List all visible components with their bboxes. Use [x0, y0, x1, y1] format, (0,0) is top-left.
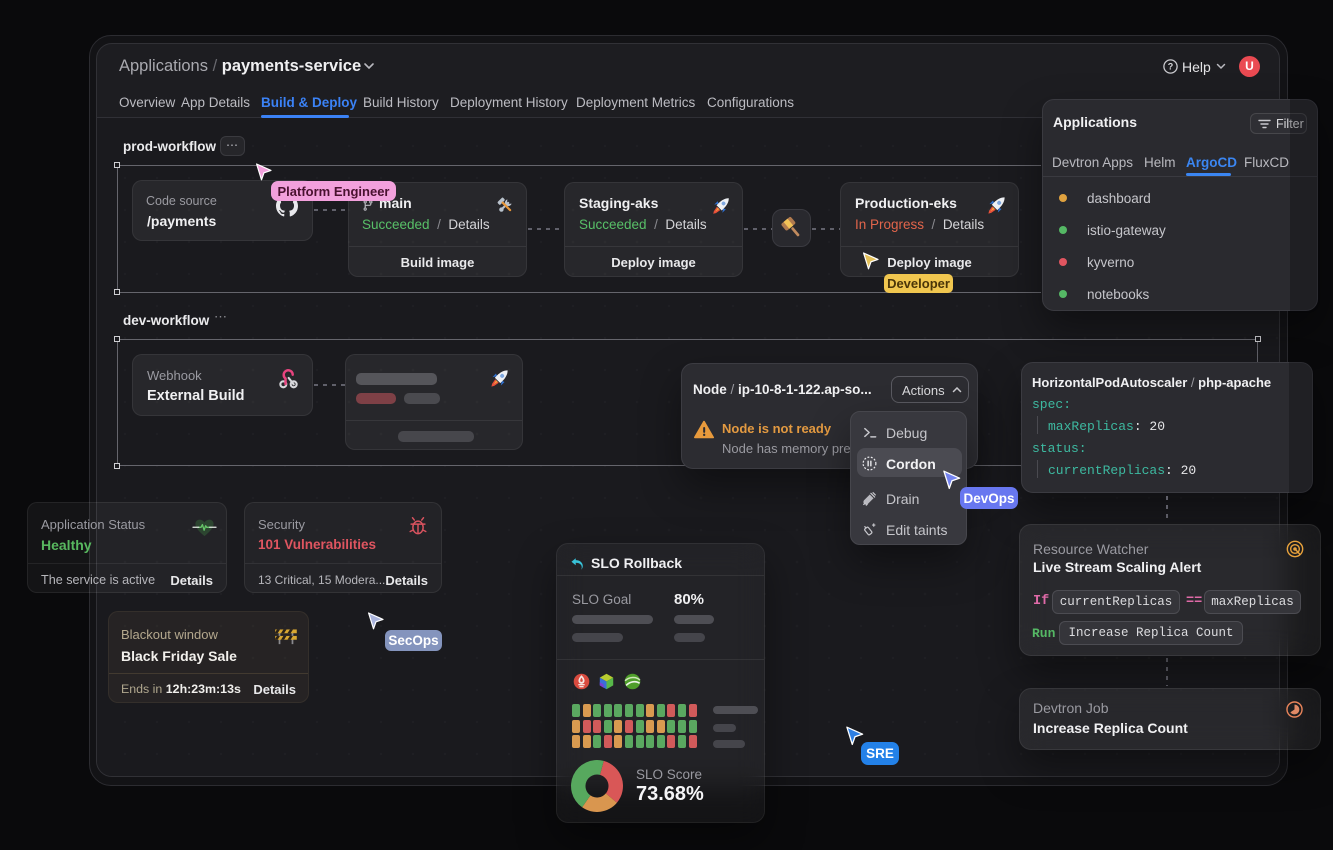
svg-text:?: ? [1168, 62, 1174, 72]
